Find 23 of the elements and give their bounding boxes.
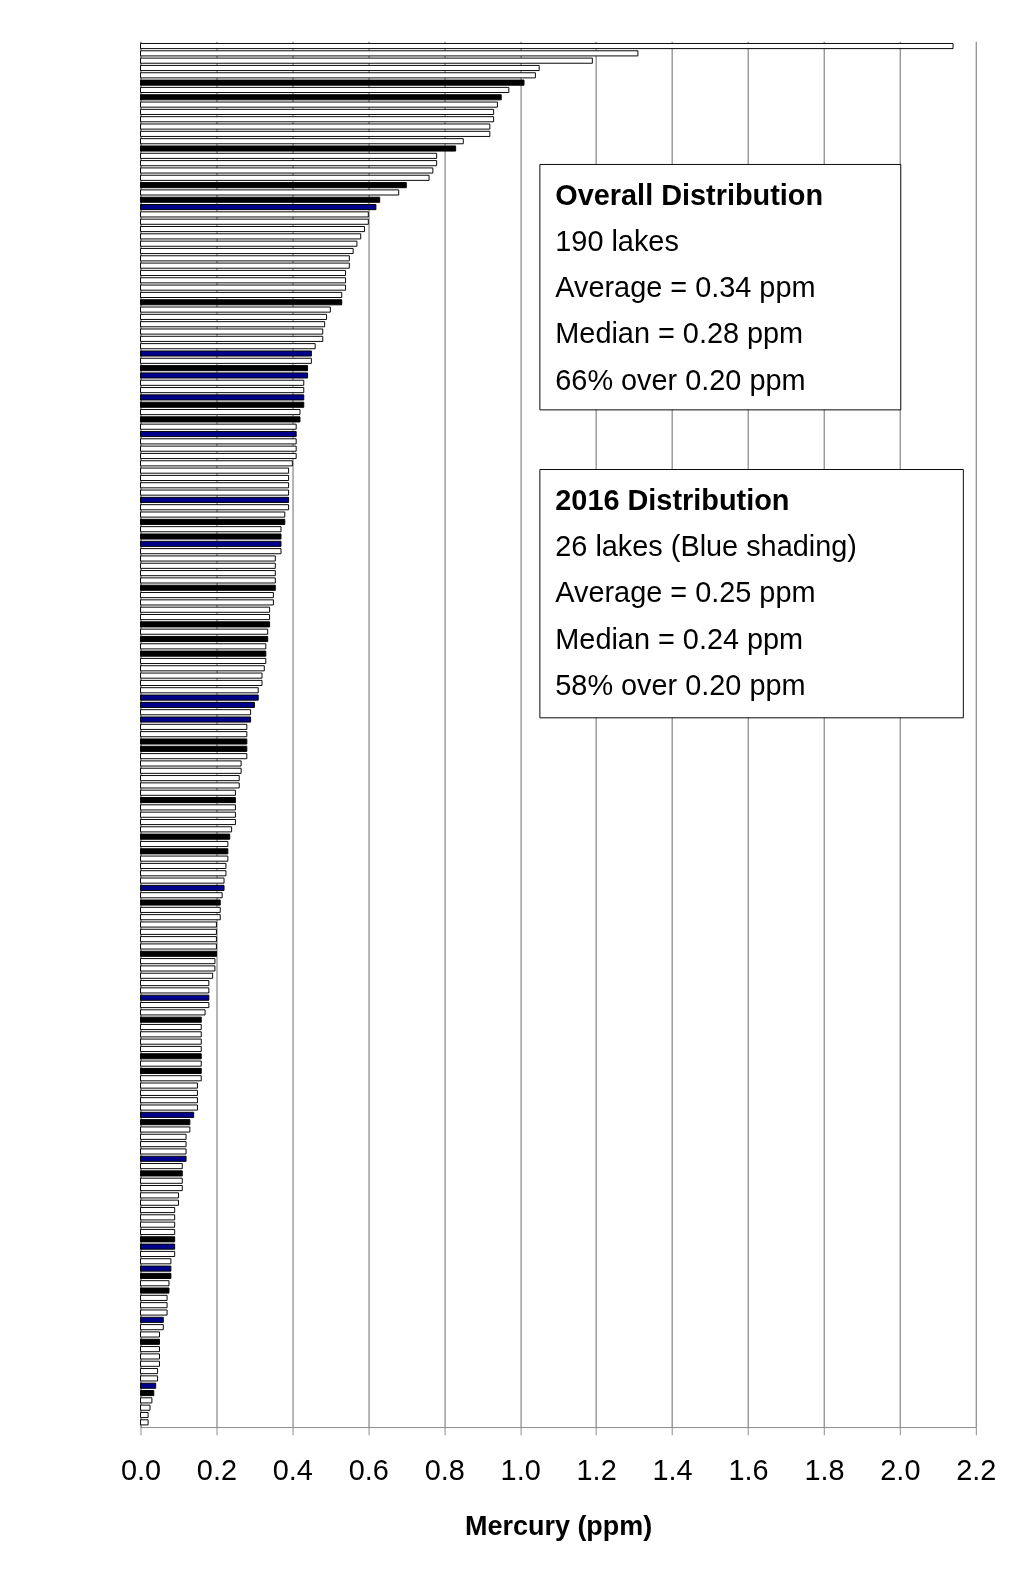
annotation: 2016 Distribution [555, 483, 790, 516]
x-tick-label: 1.8 [804, 1453, 845, 1486]
annotation: 58% over 0.20 ppm [555, 668, 806, 701]
x-tick-label: 1.6 [728, 1453, 769, 1486]
annotation: Average = 0.25 ppm [555, 576, 816, 609]
x-tick-label: 2.2 [956, 1453, 997, 1486]
x-tick-label: 1.2 [576, 1453, 617, 1486]
x-tick-label: 0.2 [196, 1453, 237, 1486]
annotation: Overall Distribution [555, 178, 824, 211]
x-axis-title: Mercury (ppm) [465, 1511, 653, 1542]
x-tick-label: 0.6 [348, 1453, 389, 1486]
annotation: Median = 0.24 ppm [555, 622, 804, 655]
x-tick-label: 0.4 [272, 1453, 313, 1486]
x-tick-label: 0.8 [424, 1453, 465, 1486]
annotation: 66% over 0.20 ppm [555, 363, 806, 396]
x-tick-label: 1.4 [652, 1453, 693, 1486]
annotation: 190 lakes [555, 225, 679, 258]
x-tick-label: 0.0 [120, 1453, 162, 1486]
x-tick-label: 2.0 [880, 1453, 921, 1486]
x-tick-label: 1.0 [500, 1453, 541, 1486]
annotation: Average = 0.34 ppm [555, 271, 816, 304]
annotation: 26 lakes (Blue shading) [555, 530, 857, 563]
annotation: Median = 0.28 ppm [555, 317, 804, 350]
